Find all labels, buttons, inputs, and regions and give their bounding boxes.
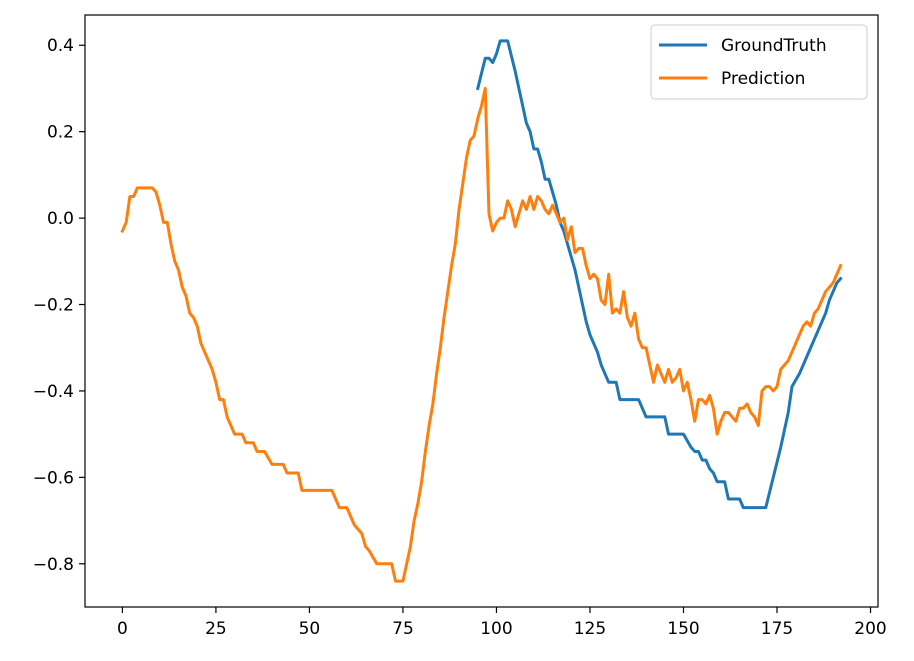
legend-label-prediction: Prediction — [721, 69, 805, 89]
y-tick-label: −0.6 — [33, 468, 74, 488]
x-tick-label: 100 — [480, 619, 512, 639]
x-tick-label: 25 — [205, 619, 227, 639]
x-tick-label: 0 — [117, 619, 128, 639]
y-tick-label: 0.0 — [47, 209, 74, 229]
y-tick-label: 0.2 — [47, 123, 74, 143]
plot-frame — [84, 14, 879, 608]
x-tick-label: 200 — [854, 619, 886, 639]
x-tick-label: 150 — [667, 619, 699, 639]
x-tick-label: 175 — [761, 619, 793, 639]
x-tick-label: 75 — [392, 619, 414, 639]
legend: GroundTruth Prediction — [650, 24, 868, 100]
series-line-prediction — [120, 86, 843, 583]
legend-label-groundtruth: GroundTruth — [721, 36, 827, 56]
y-tick-label: −0.2 — [33, 296, 74, 316]
y-tick-label: −0.4 — [33, 382, 74, 402]
series-layer — [120, 39, 843, 583]
y-tick-label: 0.4 — [47, 36, 74, 56]
x-axis: 0 25 50 75 100 125 150 175 200 — [117, 607, 887, 639]
x-tick-label: 50 — [299, 619, 321, 639]
y-tick-label: −0.8 — [33, 555, 74, 575]
x-tick-label: 125 — [574, 619, 606, 639]
series-line-groundtruth — [475, 39, 843, 510]
y-axis: 0.4 0.2 0.0 −0.2 −0.4 −0.6 −0.8 — [33, 36, 85, 575]
